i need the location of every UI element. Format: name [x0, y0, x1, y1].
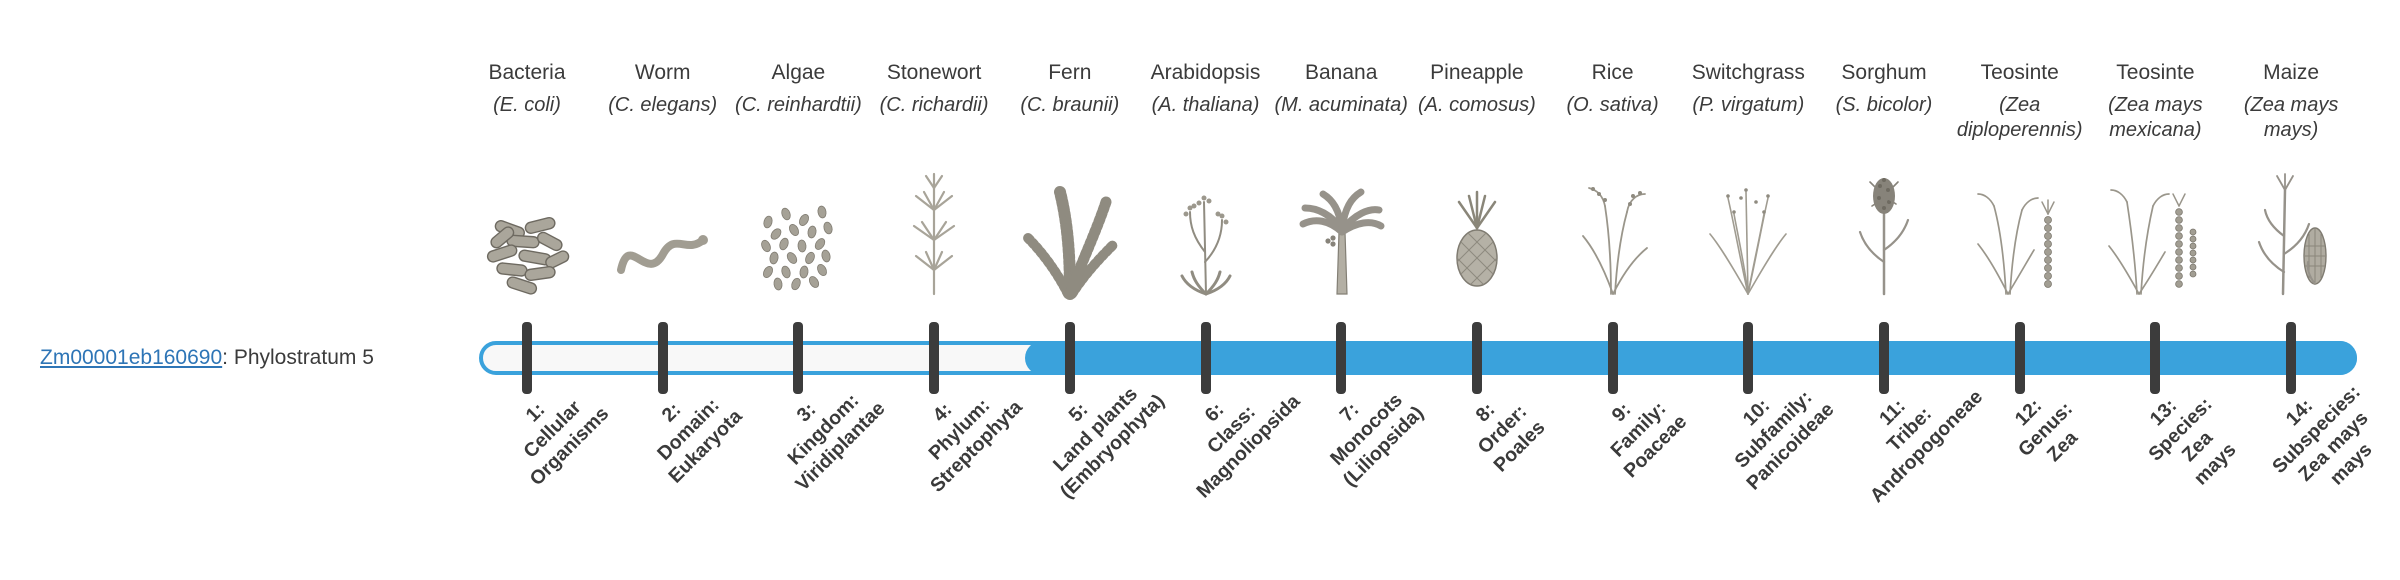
organism-common-name: Arabidopsis [1150, 61, 1261, 84]
organism-common-name: Switchgrass [1691, 61, 1805, 84]
organism-illustration [1673, 148, 1823, 302]
stonewort-icon [874, 162, 994, 302]
organism-latin-name: (Zea diploperennis) [1956, 94, 2083, 142]
stratum-tick [793, 322, 804, 394]
organism-column: Pineapple (A. comosus) [1402, 0, 1552, 287]
organism-column: Teosinte (Zea mays mexicana) [2080, 0, 2230, 295]
stratum-tick [929, 322, 940, 394]
organism-illustration [588, 148, 738, 302]
organism-latin-name: (P. virgatum) [1692, 94, 1805, 117]
organism-latin-name: (Zea mays mays) [2243, 94, 2339, 142]
organism-latin-name: (O. sativa) [1566, 94, 1659, 117]
stratum-tick [1471, 322, 1482, 394]
stratum-tick [522, 322, 532, 394]
organism-common-name: Fern [1048, 61, 1092, 84]
organism-column: Rice (O. sativa) [1538, 0, 1688, 295]
organism-latin-name: (C. elegans) [608, 94, 718, 117]
organism-illustration [859, 148, 1009, 302]
stratum-tick [1879, 322, 1889, 394]
sorghum-icon [1824, 162, 1944, 302]
worm-icon [603, 162, 723, 302]
banana-icon [1281, 162, 1401, 302]
organism-common-name: Sorghum [1841, 61, 1927, 84]
maize-icon [2231, 162, 2351, 302]
gene-stratum-text: : Phylostratum 5 [222, 346, 374, 369]
organism-illustration [723, 148, 873, 302]
organism-latin-name: (Zea mays mexicana) [2108, 94, 2203, 142]
phylostrata-bar-fill [1024, 341, 2357, 375]
organism-column: Bacteria (E. coli) [452, 0, 602, 295]
stratum-tick [1200, 322, 1211, 394]
organism-illustration [1945, 148, 2095, 302]
organism-latin-name: (C. richardii) [879, 94, 989, 117]
fern-icon [1010, 162, 1130, 302]
organism-illustration [995, 148, 1145, 302]
organism-common-name: Bacteria [488, 61, 566, 84]
stratum-tick [2150, 322, 2161, 394]
organism-column: Banana (M. acuminata) [1266, 0, 1416, 295]
organism-latin-name: (A. thaliana) [1151, 94, 1260, 117]
stratum-tick [2014, 322, 2025, 394]
organism-column: Fern (C. braunii) [995, 0, 1145, 300]
organism-illustration [452, 148, 602, 302]
teosinte-icon [1960, 162, 2080, 302]
organism-illustration [2216, 148, 2366, 302]
organism-latin-name: (S. bicolor) [1835, 94, 1933, 117]
organism-latin-name: (C. reinhardtii) [735, 94, 862, 117]
organism-common-name: Algae [771, 61, 826, 84]
arabidopsis-icon [1146, 162, 1266, 302]
stratum-tick [1607, 322, 1618, 394]
organism-common-name: Worm [634, 61, 691, 84]
stratum-tick [1743, 322, 1754, 394]
organism-common-name: Teosinte [1980, 61, 2059, 84]
organism-latin-name: (E. coli) [493, 94, 561, 117]
organism-column: Teosinte (Zea diploperennis) [1945, 0, 2095, 295]
organism-latin-name: (C. braunii) [1020, 94, 1120, 117]
organism-common-name: Maize [2263, 61, 2320, 84]
organism-illustration [1538, 148, 1688, 302]
organism-illustration [2080, 148, 2230, 302]
organism-common-name: Banana [1304, 61, 1378, 84]
organism-illustration [1266, 148, 1416, 302]
stratum-tick [657, 322, 668, 394]
organism-latin-name: (M. acuminata) [1274, 94, 1408, 117]
organism-illustration [1402, 148, 1552, 302]
organism-latin-name: (A. comosus) [1417, 94, 1536, 117]
organism-illustration [1809, 148, 1959, 302]
stratum-tick [1336, 322, 1347, 394]
pineapple-icon [1417, 162, 1537, 302]
organism-common-name: Teosinte [2116, 61, 2195, 84]
rice-icon [1553, 162, 1673, 302]
organism-column: Maize (Zea mays mays) [2216, 0, 2366, 296]
organism-common-name: Stonewort [886, 61, 982, 84]
organism-column: Switchgrass (P. virgatum) [1673, 0, 1823, 295]
organism-column: Sorghum (S. bicolor) [1809, 0, 1959, 296]
switchgrass-icon [1688, 162, 1808, 302]
gene-label: Zm00001eb160690: Phylostratum 5 [40, 346, 374, 370]
stratum-tick [2286, 322, 2297, 394]
organism-column: Algae (C. reinhardtii) [723, 0, 873, 291]
organism-illustration [1131, 148, 1281, 302]
organism-common-name: Pineapple [1430, 61, 1524, 84]
algae-icon [738, 162, 858, 302]
gene-id-link[interactable]: Zm00001eb160690 [40, 346, 223, 369]
stratum-tick [1064, 322, 1075, 394]
teosinte2-icon [2095, 162, 2215, 302]
organism-column: Worm (C. elegans) [588, 0, 738, 274]
organism-common-name: Rice [1591, 61, 1634, 84]
organism-column: Arabidopsis (A. thaliana) [1131, 0, 1281, 296]
organism-column: Stonewort (C. richardii) [859, 0, 1009, 296]
bacteria-icon [467, 162, 587, 302]
